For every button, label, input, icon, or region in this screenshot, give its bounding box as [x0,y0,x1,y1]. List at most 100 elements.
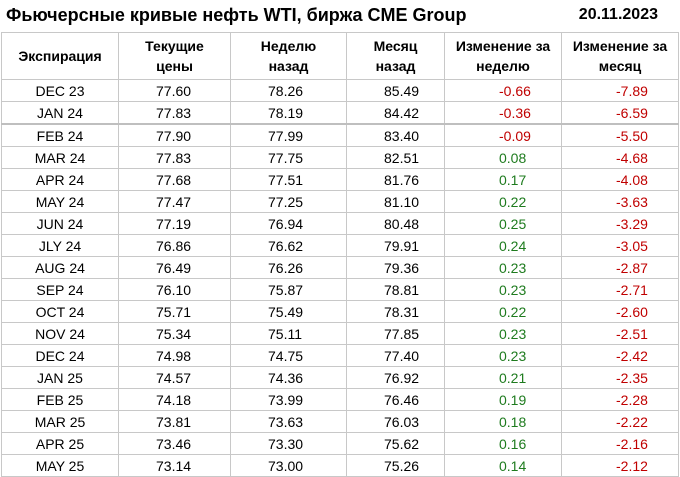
current-price-cell: 77.83 [118,146,231,169]
week-ago-cell: 77.25 [230,190,347,213]
current-price-cell: 77.83 [118,101,231,125]
table-row: SEP 24 76.10 75.87 78.81 0.23 -2.71 [1,278,679,301]
month-change-cell: -2.87 [561,256,679,279]
week-ago-cell: 77.75 [230,146,347,169]
current-price-cell: 77.90 [118,123,231,147]
expiration-cell: MAY 24 [1,190,119,213]
week-change-cell: 0.16 [444,432,562,455]
report-date: 20.11.2023 [578,6,658,23]
column-header-week-change: Изменение за неделю [444,32,562,80]
current-price-cell: 73.46 [118,432,231,455]
month-change-cell: -2.35 [561,366,679,389]
month-change-cell: -2.42 [561,344,679,367]
month-change-cell: -2.22 [561,410,679,433]
expiration-cell: AUG 24 [1,256,119,279]
expiration-cell: DEC 24 [1,344,119,367]
week-ago-cell: 75.11 [230,322,347,345]
current-price-cell: 75.34 [118,322,231,345]
current-price-cell: 74.18 [118,388,231,411]
expiration-cell: SEP 24 [1,278,119,301]
column-header-expiration: Экспирация [1,32,119,80]
table-body: DEC 23 77.60 78.26 85.49 -0.66 -7.89 JAN 24 77.… [1,79,679,477]
week-change-cell: 0.23 [444,278,562,301]
month-ago-cell: 83.40 [346,123,445,147]
table-row: OCT 24 75.71 75.49 78.31 0.22 -2.60 [1,300,679,323]
week-change-cell: 0.22 [444,190,562,213]
week-ago-cell: 77.99 [230,123,347,147]
expiration-cell: NOV 24 [1,322,119,345]
month-change-cell: -2.71 [561,278,679,301]
current-price-cell: 76.10 [118,278,231,301]
month-ago-cell: 77.40 [346,344,445,367]
week-ago-cell: 77.51 [230,168,347,191]
column-header-week-ago: Неделю назад [230,32,347,80]
current-price-cell: 73.81 [118,410,231,433]
page-header: Фьючерсные кривые нефть WTI, биржа CME G… [0,0,680,32]
table-header-row: Экспирация Текущие цены Неделю назад Месяц… [1,32,679,80]
week-change-cell: 0.23 [444,322,562,345]
week-ago-cell: 75.87 [230,278,347,301]
expiration-cell: MAR 24 [1,146,119,169]
week-ago-cell: 76.94 [230,212,347,235]
expiration-cell: FEB 24 [1,123,119,147]
week-change-cell: -0.09 [444,123,562,147]
week-change-cell: 0.19 [444,388,562,411]
month-ago-cell: 78.81 [346,278,445,301]
week-change-cell: -0.66 [444,79,562,102]
expiration-cell: DEC 23 [1,79,119,102]
month-ago-cell: 75.26 [346,454,445,477]
month-ago-cell: 85.49 [346,79,445,102]
table-row: JAN 24 77.83 78.19 84.42 -0.36 -6.59 [1,101,679,125]
month-ago-cell: 81.10 [346,190,445,213]
month-change-cell: -6.59 [561,101,679,125]
week-ago-cell: 78.19 [230,101,347,125]
current-price-cell: 77.19 [118,212,231,235]
table-row: APR 25 73.46 73.30 75.62 0.16 -2.16 [1,432,679,455]
week-change-cell: 0.23 [444,344,562,367]
month-change-cell: -4.68 [561,146,679,169]
expiration-cell: JAN 25 [1,366,119,389]
table-row: FEB 25 74.18 73.99 76.46 0.19 -2.28 [1,388,679,411]
week-ago-cell: 73.30 [230,432,347,455]
table-row: AUG 24 76.49 76.26 79.36 0.23 -2.87 [1,256,679,279]
current-price-cell: 77.68 [118,168,231,191]
week-change-cell: 0.14 [444,454,562,477]
month-change-cell: -2.12 [561,454,679,477]
week-change-cell: 0.23 [444,256,562,279]
expiration-cell: MAY 25 [1,454,119,477]
futures-table: Экспирация Текущие цены Неделю назад Месяц… [1,32,679,477]
expiration-cell: FEB 25 [1,388,119,411]
table-row: MAR 24 77.83 77.75 82.51 0.08 -4.68 [1,146,679,169]
column-header-month-ago: Месяц назад [346,32,445,80]
month-ago-cell: 76.92 [346,366,445,389]
month-change-cell: -3.05 [561,234,679,257]
table-row: MAY 25 73.14 73.00 75.26 0.14 -2.12 [1,454,679,477]
current-price-cell: 73.14 [118,454,231,477]
week-ago-cell: 73.99 [230,388,347,411]
page-title: Фьючерсные кривые нефть WTI, биржа CME G… [6,5,467,25]
week-ago-cell: 73.63 [230,410,347,433]
week-ago-cell: 76.26 [230,256,347,279]
week-change-cell: 0.18 [444,410,562,433]
month-ago-cell: 82.51 [346,146,445,169]
month-change-cell: -2.16 [561,432,679,455]
table-row: APR 24 77.68 77.51 81.76 0.17 -4.08 [1,168,679,191]
week-change-cell: 0.24 [444,234,562,257]
expiration-cell: MAR 25 [1,410,119,433]
month-ago-cell: 79.91 [346,234,445,257]
month-ago-cell: 81.76 [346,168,445,191]
month-change-cell: -2.51 [561,322,679,345]
week-ago-cell: 78.26 [230,79,347,102]
current-price-cell: 76.49 [118,256,231,279]
table-row: MAY 24 77.47 77.25 81.10 0.22 -3.63 [1,190,679,213]
column-header-month-change: Изменение за месяц [561,32,679,80]
current-price-cell: 77.60 [118,79,231,102]
current-price-cell: 75.71 [118,300,231,323]
expiration-cell: OCT 24 [1,300,119,323]
table-row: MAR 25 73.81 73.63 76.03 0.18 -2.22 [1,410,679,433]
current-price-cell: 74.98 [118,344,231,367]
month-ago-cell: 76.03 [346,410,445,433]
week-ago-cell: 75.49 [230,300,347,323]
month-change-cell: -4.08 [561,168,679,191]
month-change-cell: -2.60 [561,300,679,323]
